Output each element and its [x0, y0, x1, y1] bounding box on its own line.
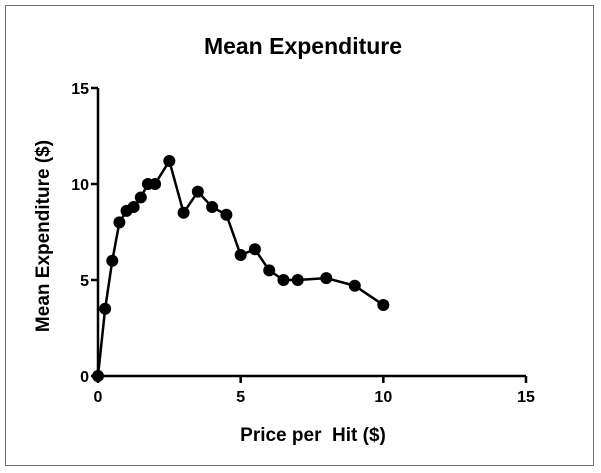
data-point: [206, 201, 219, 214]
chart-title: Mean Expenditure: [204, 33, 402, 59]
x-tick-label: 0: [94, 389, 103, 406]
data-point: [277, 274, 290, 286]
y-tick-label: 10: [71, 177, 89, 194]
data-point: [248, 243, 261, 256]
data-point: [99, 302, 112, 315]
data-point: [348, 279, 361, 292]
x-axis-label: Price per Hit ($): [240, 425, 386, 446]
data-point: [134, 191, 147, 204]
data-point: [191, 185, 204, 198]
data-point: [377, 298, 390, 311]
x-axis-ticks: 0 5 10 15: [94, 376, 535, 406]
data-point: [220, 208, 233, 221]
data-point: [127, 201, 140, 214]
data-point: [177, 206, 190, 219]
series-layer: [92, 154, 390, 382]
data-point: [92, 370, 104, 382]
data-point: [113, 216, 126, 229]
y-axis-ticks: 0 5 10 15: [71, 81, 98, 386]
y-tick-label: 5: [80, 273, 89, 290]
data-point: [320, 272, 333, 285]
chart-frame: Mean Expenditure 0 5 10 15 0 5 10 15 Price per…: [5, 5, 594, 466]
x-tick-label: 5: [236, 389, 245, 406]
y-tick-label: 15: [71, 81, 89, 98]
data-point: [106, 254, 119, 267]
data-point: [163, 154, 176, 167]
series-line: [96, 159, 385, 377]
x-tick-label: 15: [517, 389, 535, 406]
y-axis-label: Mean Expenditure ($): [33, 140, 54, 332]
x-tick-label: 10: [374, 389, 392, 406]
data-point: [291, 274, 304, 286]
data-point: [263, 264, 276, 277]
data-point: [234, 249, 247, 262]
data-point: [149, 178, 162, 190]
y-tick-label: 0: [80, 369, 89, 386]
line-chart: Mean Expenditure 0 5 10 15 0 5 10 15 Price per…: [33, 33, 535, 446]
